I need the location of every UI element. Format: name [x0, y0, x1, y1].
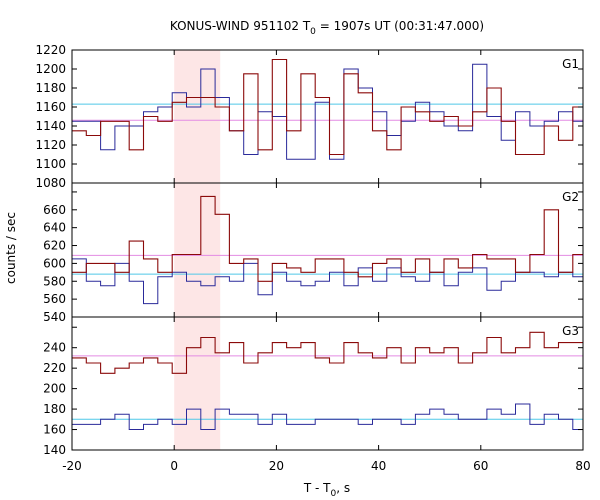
- g3-y-tick-label: 220: [43, 361, 66, 375]
- y-axis-label: counts / sec: [4, 212, 18, 284]
- g2-y-tick-label: 640: [43, 221, 66, 235]
- g1-y-tick-label: 1220: [35, 43, 66, 57]
- g1-y-tick-label: 1160: [35, 100, 66, 114]
- g2-series-red: [72, 195, 583, 282]
- x-tick-label: 20: [269, 459, 284, 473]
- x-tick-label: 80: [575, 459, 590, 473]
- g1-y-tick-label: 1140: [35, 119, 66, 133]
- x-axis-label: T - T0, s: [303, 481, 350, 499]
- shaded-interval: [174, 50, 221, 450]
- g3-y-tick-label: 240: [43, 341, 66, 355]
- g3-y-tick-label: 200: [43, 382, 66, 396]
- g2-y-tick-label: 660: [43, 203, 66, 217]
- g3-panel-frame: [71, 316, 584, 451]
- x-tick-label: 60: [473, 459, 488, 473]
- g3-y-tick-label: 160: [43, 423, 66, 437]
- g3-y-tick-label: 180: [43, 402, 66, 416]
- g1-series-blue: [72, 63, 583, 160]
- g2-y-tick-label: 580: [43, 274, 66, 288]
- g1-y-tick-label: 1120: [35, 138, 66, 152]
- g2-series-blue: [72, 258, 583, 305]
- g1-y-tick-label: 1180: [35, 81, 66, 95]
- g2-y-tick-label: 540: [43, 310, 66, 324]
- g2-y-tick-label: 560: [43, 292, 66, 306]
- g2-panel-frame: [71, 182, 584, 318]
- x-tick-label: 0: [170, 459, 178, 473]
- g3-series-blue: [72, 403, 583, 430]
- g2-panel-label: G2: [562, 190, 579, 204]
- g2-y-tick-label: 620: [43, 239, 66, 253]
- plot-area: 1080 1100 1120 1140 1160 1180 1200 1220 G1 540 560…: [35, 43, 590, 473]
- g2-y-tick-label: 600: [43, 256, 66, 270]
- x-tick-label: -20: [62, 459, 82, 473]
- g3-panel-label: G3: [562, 324, 579, 338]
- g1-panel-label: G1: [562, 57, 579, 71]
- g1-y-tick-label: 1200: [35, 62, 66, 76]
- g1-y-tick-label: 1080: [35, 176, 66, 190]
- g1-y-tick-label: 1100: [35, 157, 66, 171]
- g1-series-red: [72, 58, 583, 156]
- g3-y-tick-label: 140: [43, 443, 66, 457]
- g3-series-red: [72, 331, 583, 374]
- chart-title: KONUS-WIND 951102 T0 = 1907s UT (00:31:4…: [170, 19, 484, 37]
- x-tick-label: 40: [371, 459, 386, 473]
